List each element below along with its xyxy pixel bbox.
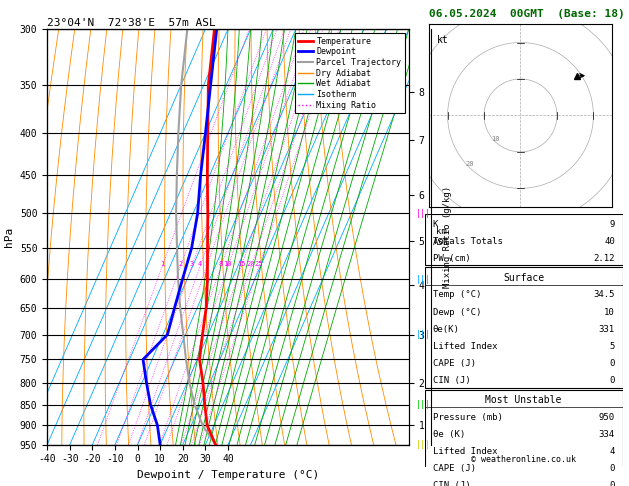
Text: 9: 9 [610, 220, 615, 228]
Text: Dewp (°C): Dewp (°C) [433, 308, 481, 316]
Text: © weatheronline.co.uk: © weatheronline.co.uk [471, 455, 576, 464]
Text: Most Unstable: Most Unstable [486, 395, 562, 405]
Text: 2.12: 2.12 [593, 254, 615, 263]
Text: CAPE (J): CAPE (J) [433, 359, 476, 368]
Text: Pressure (mb): Pressure (mb) [433, 413, 503, 422]
Text: |||: ||| [416, 275, 431, 283]
Text: CIN (J): CIN (J) [433, 376, 470, 385]
Text: 5: 5 [204, 261, 208, 267]
Text: 950: 950 [599, 413, 615, 422]
Text: 23°04'N  72°38'E  57m ASL: 23°04'N 72°38'E 57m ASL [47, 18, 216, 28]
Text: 06.05.2024  00GMT  (Base: 18): 06.05.2024 00GMT (Base: 18) [430, 9, 625, 19]
Text: Lifted Index: Lifted Index [433, 342, 497, 351]
Text: 0: 0 [610, 359, 615, 368]
Text: 334: 334 [599, 430, 615, 439]
Text: 0: 0 [610, 464, 615, 473]
Text: PW (cm): PW (cm) [433, 254, 470, 263]
Text: |||: ||| [416, 440, 431, 449]
Text: 20: 20 [465, 161, 474, 168]
Text: 4: 4 [198, 261, 202, 267]
Bar [425, 214, 623, 265]
Text: 34.5: 34.5 [593, 291, 615, 299]
Text: K: K [433, 220, 438, 228]
X-axis label: Dewpoint / Temperature (°C): Dewpoint / Temperature (°C) [137, 470, 319, 480]
Y-axis label: Mixing Ratio (g/kg): Mixing Ratio (g/kg) [443, 186, 452, 288]
Text: Lifted Index: Lifted Index [433, 447, 497, 456]
Text: 2: 2 [178, 261, 182, 267]
Y-axis label: km
ASL: km ASL [433, 227, 449, 246]
Text: 25: 25 [254, 261, 263, 267]
Text: 1: 1 [160, 261, 164, 267]
Text: 331: 331 [599, 325, 615, 334]
Text: 4: 4 [610, 447, 615, 456]
Text: kt: kt [437, 35, 448, 45]
Text: 5: 5 [610, 342, 615, 351]
Text: 0: 0 [610, 376, 615, 385]
Text: CAPE (J): CAPE (J) [433, 464, 476, 473]
Text: 10: 10 [604, 308, 615, 316]
Text: 3: 3 [189, 261, 194, 267]
Text: 8: 8 [219, 261, 223, 267]
Text: 10: 10 [224, 261, 232, 267]
Text: |||: ||| [416, 209, 431, 218]
Text: CIN (J): CIN (J) [433, 482, 470, 486]
Text: Temp (°C): Temp (°C) [433, 291, 481, 299]
Text: 10: 10 [491, 136, 499, 142]
Text: 15: 15 [237, 261, 245, 267]
Text: 40: 40 [604, 237, 615, 246]
Y-axis label: hPa: hPa [4, 227, 14, 247]
Text: |||: ||| [416, 400, 431, 409]
Text: |||: ||| [416, 330, 431, 339]
Text: 0: 0 [610, 482, 615, 486]
Bar [425, 390, 623, 486]
Text: θe(K): θe(K) [433, 325, 459, 334]
Text: Totals Totals: Totals Totals [433, 237, 503, 246]
Text: 20: 20 [247, 261, 255, 267]
Legend: Temperature, Dewpoint, Parcel Trajectory, Dry Adiabat, Wet Adiabat, Isotherm, Mi: Temperature, Dewpoint, Parcel Trajectory… [294, 34, 404, 113]
Text: Surface: Surface [503, 273, 544, 283]
Bar [425, 267, 623, 388]
Text: θe (K): θe (K) [433, 430, 465, 439]
